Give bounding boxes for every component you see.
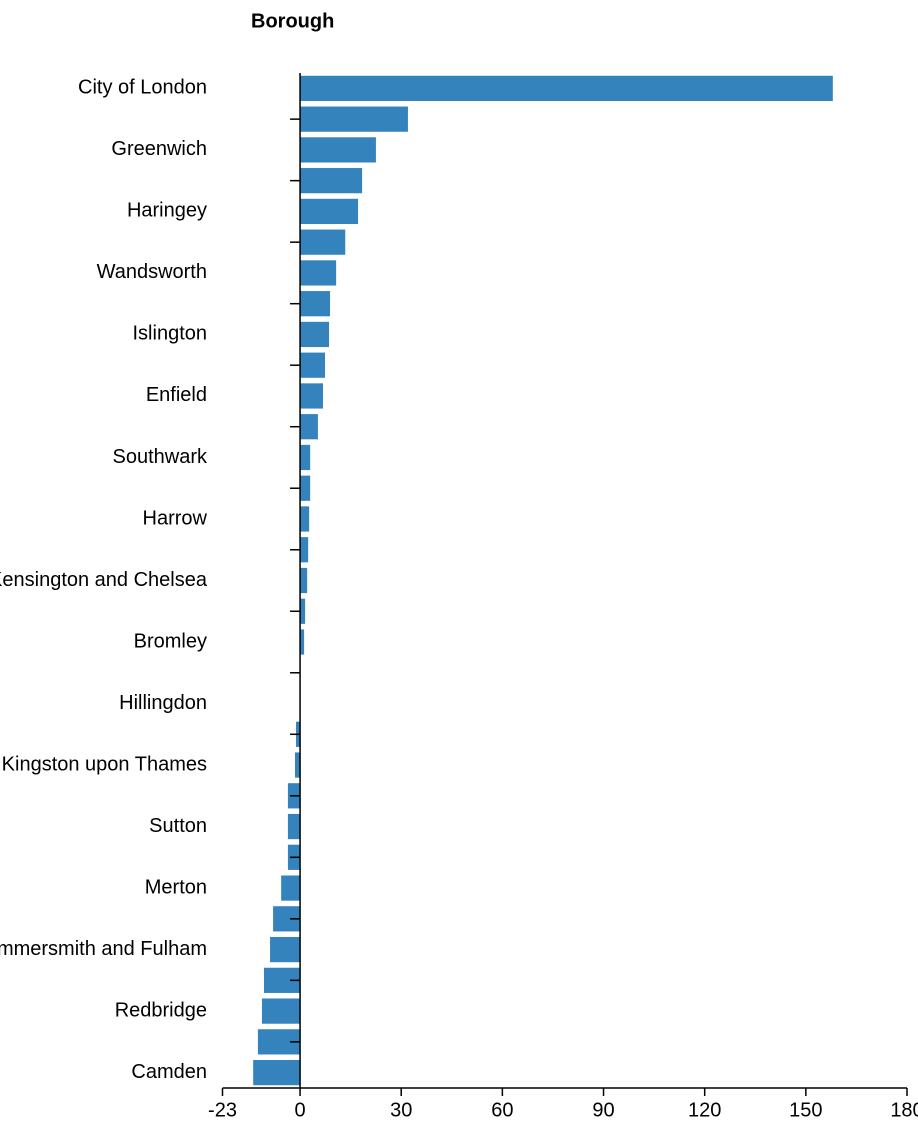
bar xyxy=(253,1060,301,1086)
bar xyxy=(300,106,408,132)
bar xyxy=(281,875,301,901)
chart-title: Borough xyxy=(251,10,334,32)
x-tick-label: 150 xyxy=(789,1099,822,1121)
y-tick-label: City of London xyxy=(78,77,207,99)
bar xyxy=(300,168,363,194)
y-tick-label: Hammersmith and Fulham xyxy=(0,938,207,960)
bar xyxy=(287,813,301,840)
bar xyxy=(294,752,301,778)
y-tick-label: Redbridge xyxy=(115,999,207,1021)
bar xyxy=(300,291,331,317)
x-tick-label: 90 xyxy=(592,1099,614,1121)
bar xyxy=(300,598,306,624)
y-tick-label: Enfield xyxy=(146,384,207,406)
bar xyxy=(300,383,323,409)
bar xyxy=(300,352,326,378)
y-tick-label: Southwark xyxy=(113,446,208,468)
bar xyxy=(300,321,330,348)
y-tick-label: Camden xyxy=(131,1061,207,1083)
y-tick-label: Kensington and Chelsea xyxy=(0,569,208,591)
x-tick-label: 0 xyxy=(294,1099,305,1121)
y-tick-label: Greenwich xyxy=(111,138,207,160)
bar xyxy=(300,506,310,532)
y-tick-label: Sutton xyxy=(149,815,207,837)
bar xyxy=(300,137,376,163)
y-tick-label: Harrow xyxy=(143,507,208,529)
bar xyxy=(261,998,301,1024)
y-tick-label: Bromley xyxy=(134,630,207,652)
bar xyxy=(300,414,318,440)
y-tick-label: Kingston upon Thames xyxy=(2,753,207,775)
x-tick-label: 30 xyxy=(390,1099,412,1121)
bar xyxy=(300,537,309,563)
y-tick-label: Merton xyxy=(145,876,207,898)
x-tick-label: 180 xyxy=(890,1099,918,1121)
bar xyxy=(300,229,346,255)
x-tick-label: 60 xyxy=(491,1099,513,1121)
y-tick-label: Haringey xyxy=(127,200,207,222)
bar xyxy=(300,75,833,101)
bar xyxy=(300,198,359,225)
bar xyxy=(300,260,337,286)
y-tick-label: Hillingdon xyxy=(119,692,207,714)
bar xyxy=(300,629,305,655)
x-tick-label: 120 xyxy=(688,1099,721,1121)
bar xyxy=(270,936,301,963)
bar xyxy=(300,567,308,594)
bar xyxy=(300,444,311,471)
bar xyxy=(300,475,311,501)
y-tick-label: Wandsworth xyxy=(97,261,207,283)
y-tick-label: Islington xyxy=(133,323,208,345)
x-tick-label: -23 xyxy=(208,1099,237,1121)
